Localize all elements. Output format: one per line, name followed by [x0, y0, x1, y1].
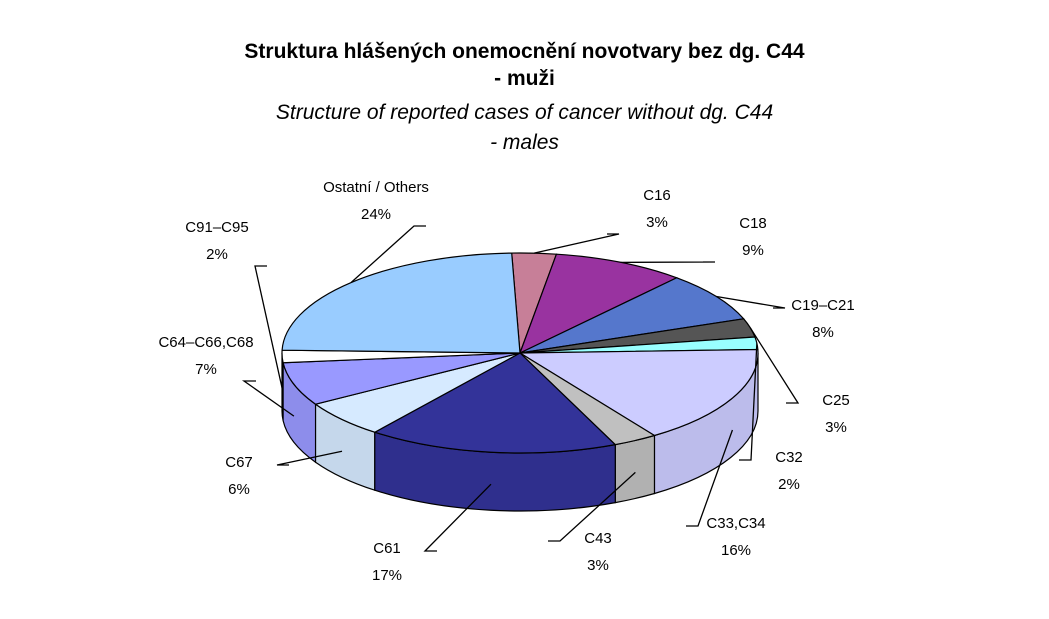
chart-subtitle: Structure of reported cases of cancer wi… [275, 101, 774, 124]
leader-line [533, 233, 620, 254]
pie-slice [518, 253, 679, 355]
slice-label: C91–C95 [185, 219, 248, 236]
leader-line [716, 295, 786, 309]
slice-label: C33,C34 [706, 515, 765, 532]
slice-value-label: 7% [195, 361, 217, 378]
pie-slice [517, 348, 759, 437]
leader-line [350, 225, 426, 284]
slice-value-label: 6% [228, 481, 250, 498]
leader-line [276, 450, 343, 466]
leader-line [254, 265, 283, 389]
pie-slice [519, 277, 745, 354]
pie-labels: C16 3% C18 9% C19–C21 8% C25 3% C32 2% C33,C34 16% C… [158, 179, 854, 584]
leader-line [548, 471, 636, 542]
slice-value-label: 17% [372, 567, 402, 584]
leader-line [241, 380, 295, 417]
slice-label: C18 [739, 215, 767, 232]
slice-label: C64–C66,C68 [158, 334, 253, 351]
pie-slice [373, 352, 617, 454]
slice-value-label: 3% [587, 557, 609, 574]
slice-value-label: 24% [361, 206, 391, 223]
slice-value-label: 2% [206, 246, 228, 263]
slice-value-label: 9% [742, 242, 764, 259]
slice-value-label: 16% [721, 542, 751, 559]
leader-line [739, 343, 758, 461]
leader-line [423, 483, 492, 552]
slice-label: C67 [225, 454, 253, 471]
slice-label: C43 [584, 530, 612, 547]
leader-line [749, 327, 800, 404]
slice-label: C19–C21 [791, 297, 854, 314]
pie-slice [282, 352, 521, 405]
slice-label: C32 [775, 449, 803, 466]
slice-value-label: 3% [825, 419, 847, 436]
pie-top [281, 252, 759, 454]
chart-title-line2: - muži [494, 67, 555, 90]
leader-line [686, 429, 734, 527]
slice-value-label: 2% [778, 476, 800, 493]
slice-label: C61 [373, 540, 401, 557]
slice-value-label: 3% [646, 214, 668, 231]
slice-value-label: 8% [812, 324, 834, 341]
chart-subtitle-line2: - males [490, 131, 559, 154]
slice-label: C25 [822, 392, 850, 409]
slice-label: C16 [643, 187, 671, 204]
pie-slice [281, 252, 521, 354]
chart-title: Struktura hlášených onemocnění novotvary… [244, 40, 805, 63]
slice-label: Ostatní / Others [323, 179, 429, 196]
pie-slice-side [614, 434, 656, 504]
